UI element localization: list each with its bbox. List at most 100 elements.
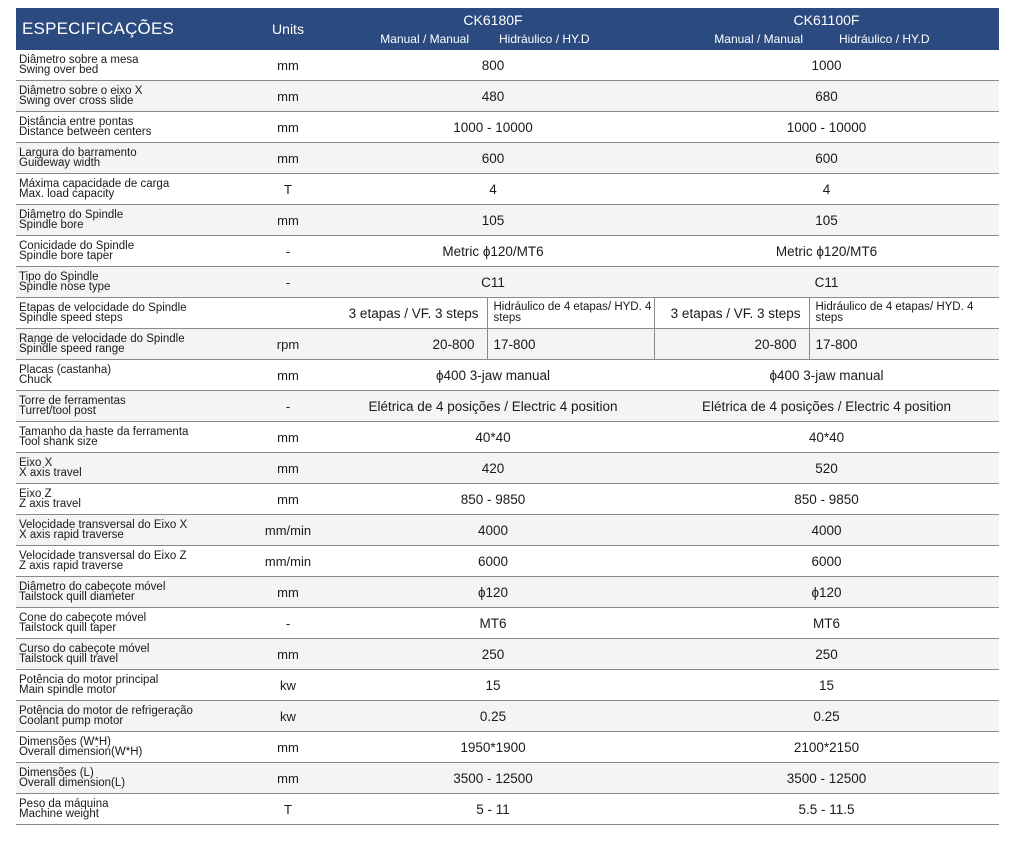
spec-label-en: Tool shank size bbox=[19, 436, 98, 448]
spec-label-pt: Dimensões (L) bbox=[19, 767, 94, 779]
spec-label: Peso da máquina Machine weight bbox=[16, 793, 244, 825]
spec-label-en: X axis rapid traverse bbox=[19, 529, 124, 541]
header-units: Units bbox=[244, 8, 332, 50]
table-row: Cone do cabeçote móvel Tailstock quill ta… bbox=[16, 607, 999, 639]
header-a-manual: Manual / Manual bbox=[332, 28, 487, 50]
spec-value-ck6180f: 1000 - 10000 bbox=[332, 111, 654, 143]
spec-label-pt: Máxima capacidade de carga bbox=[19, 178, 170, 190]
table-row: Tipo do Spindle Spindle nose type - C11 C11 bbox=[16, 266, 999, 298]
spec-value-ck61100f: 2100*2150 bbox=[654, 731, 999, 763]
spec-label: Potência do motor principal Main spindle … bbox=[16, 669, 244, 701]
table-row: Diâmetro do cabeçote móvel Tailstock quil… bbox=[16, 576, 999, 608]
spec-label-pt: Diâmetro sobre o eixo X bbox=[19, 85, 143, 97]
spec-value-ck61100f-hyd: 17-800 bbox=[809, 328, 999, 360]
spec-value-ck6180f: 250 bbox=[332, 638, 654, 670]
spec-unit: - bbox=[244, 235, 332, 267]
spec-value-ck6180f: 15 bbox=[332, 669, 654, 701]
table-row: Placas (castanha) Chuck mm ϕ400 3-jaw manua… bbox=[16, 359, 999, 391]
spec-value-ck61100f: 4000 bbox=[654, 514, 999, 546]
spec-value-ck61100f-manual: 3 etapas / VF. 3 steps bbox=[653, 297, 809, 329]
spec-value-line: / HYD. 4 steps bbox=[815, 301, 974, 324]
table-row: Diâmetro do Spindle Spindle bore mm 105 105 bbox=[16, 204, 999, 236]
table-header: ESPECIFICAÇÕES Units CK6180F CK61100F Ma… bbox=[16, 8, 999, 50]
spec-label-en: Max. load capacity bbox=[19, 188, 115, 200]
spec-label: Diâmetro sobre o eixo X Swing over cross … bbox=[16, 80, 244, 112]
spec-label-pt: Diâmetro sobre a mesa bbox=[19, 54, 139, 66]
spec-label-en: Swing over cross slide bbox=[19, 95, 134, 107]
spec-label: Placas (castanha) Chuck bbox=[16, 359, 244, 391]
spec-value-ck61100f: ϕ400 3-jaw manual bbox=[654, 359, 999, 391]
table-row: Range de velocidade do Spindle Spindle sp… bbox=[16, 328, 999, 360]
spec-label: Tamanho da haste da ferramenta Tool shank… bbox=[16, 421, 244, 453]
spec-value-ck61100f: 4 bbox=[654, 173, 999, 205]
spec-label-en: Overall dimension(W*H) bbox=[19, 746, 143, 758]
spec-value-ck6180f: 5 - 11 bbox=[332, 793, 654, 825]
header-title: ESPECIFICAÇÕES bbox=[16, 8, 244, 50]
spec-value-line: Hidráulico de 4 etapas bbox=[815, 301, 930, 313]
spec-value-ck6180f: 800 bbox=[332, 50, 654, 81]
spec-label-en: Chuck bbox=[19, 374, 52, 386]
spec-label-pt: Cone do cabeçote móvel bbox=[19, 612, 147, 624]
spec-value-ck61100f: 15 bbox=[654, 669, 999, 701]
spec-label-pt: Dimensões (W*H) bbox=[19, 736, 112, 748]
spec-value-ck61100f: 520 bbox=[654, 452, 999, 484]
spec-value-line: / HYD. 4 steps bbox=[493, 301, 652, 324]
spec-label: Potência do motor de refrigeração Coolant… bbox=[16, 700, 244, 732]
spec-label: Conicidade do Spindle Spindle bore taper bbox=[16, 235, 244, 267]
spec-label-en: Guideway width bbox=[19, 157, 101, 169]
spec-label-en: Spindle bore bbox=[19, 219, 84, 231]
spec-unit: mm bbox=[244, 359, 332, 391]
spec-label: Distância entre pontas Distance between c… bbox=[16, 111, 244, 143]
spec-label-en: Swing over bed bbox=[19, 64, 99, 76]
spec-label: Torre de ferramentas Turret/tool post bbox=[16, 390, 244, 422]
spec-value-ck6180f: 4000 bbox=[332, 514, 654, 546]
table-row: Conicidade do Spindle Spindle bore taper -… bbox=[16, 235, 999, 267]
spec-label-pt: Torre de ferramentas bbox=[19, 395, 126, 407]
spec-unit: mm bbox=[244, 50, 332, 81]
spec-value-ck61100f: 6000 bbox=[654, 545, 999, 577]
spec-unit: - bbox=[244, 390, 332, 422]
spec-unit: - bbox=[244, 266, 332, 298]
spec-value-ck61100f: Elétrica de 4 posições / Electric 4 posi… bbox=[654, 390, 999, 422]
spec-label-pt: Tamanho da haste da ferramenta bbox=[19, 426, 189, 438]
spec-value-ck6180f-manual: 3 etapas / VF. 3 steps bbox=[332, 297, 487, 329]
spec-label-en: Overall dimension(L) bbox=[19, 777, 126, 789]
spec-label-en: Coolant pump motor bbox=[19, 715, 124, 727]
spec-value-ck6180f: 600 bbox=[332, 142, 654, 174]
spec-unit: kw bbox=[244, 669, 332, 701]
spec-label-pt: Largura do barramento bbox=[19, 147, 137, 159]
header-model-b: CK61100F bbox=[654, 8, 999, 28]
spec-label: Cone do cabeçote móvel Tailstock quill ta… bbox=[16, 607, 244, 639]
spec-value-ck6180f: 420 bbox=[332, 452, 654, 484]
spec-label-en: Spindle speed steps bbox=[19, 312, 123, 324]
spec-table: ESPECIFICAÇÕES Units CK6180F CK61100F Ma… bbox=[16, 8, 999, 825]
spec-unit: mm/min bbox=[244, 514, 332, 546]
spec-value-line: Hidráulico de 4 etapas bbox=[493, 301, 608, 313]
spec-label-pt: Diâmetro do Spindle bbox=[19, 209, 124, 221]
spec-label-en: Spindle speed range bbox=[19, 343, 125, 355]
spec-value-ck6180f: 4 bbox=[332, 173, 654, 205]
spec-value-ck6180f: C11 bbox=[332, 266, 654, 298]
spec-label-pt: Range de velocidade do Spindle bbox=[19, 333, 185, 345]
spec-label-en: Tailstock quill travel bbox=[19, 653, 119, 665]
spec-unit: mm bbox=[244, 638, 332, 670]
spec-unit: mm bbox=[244, 762, 332, 794]
spec-label-pt: Eixo Z bbox=[19, 488, 52, 500]
table-body: Diâmetro sobre a mesa Swing over bed mm 800… bbox=[16, 50, 999, 825]
spec-value-ck6180f: 850 - 9850 bbox=[332, 483, 654, 515]
table-row: Etapas de velocidade do Spindle Spindle s… bbox=[16, 297, 999, 329]
spec-sheet: ESPECIFICAÇÕES Units CK6180F CK61100F Ma… bbox=[16, 8, 999, 825]
spec-value-ck61100f: 680 bbox=[654, 80, 999, 112]
spec-label-en: Z axis travel bbox=[19, 498, 81, 510]
header-b-hyd: Hidráulico / HY.D bbox=[809, 28, 999, 50]
spec-value-ck61100f: 3500 - 12500 bbox=[654, 762, 999, 794]
spec-label: Tipo do Spindle Spindle nose type bbox=[16, 266, 244, 298]
spec-unit: mm bbox=[244, 204, 332, 236]
spec-value-ck61100f: 1000 - 10000 bbox=[654, 111, 999, 143]
spec-value-ck61100f: C11 bbox=[654, 266, 999, 298]
spec-label-en: Tailstock quill taper bbox=[19, 622, 117, 634]
spec-value-ck61100f: 250 bbox=[654, 638, 999, 670]
spec-label: Diâmetro sobre a mesa Swing over bed bbox=[16, 50, 244, 81]
